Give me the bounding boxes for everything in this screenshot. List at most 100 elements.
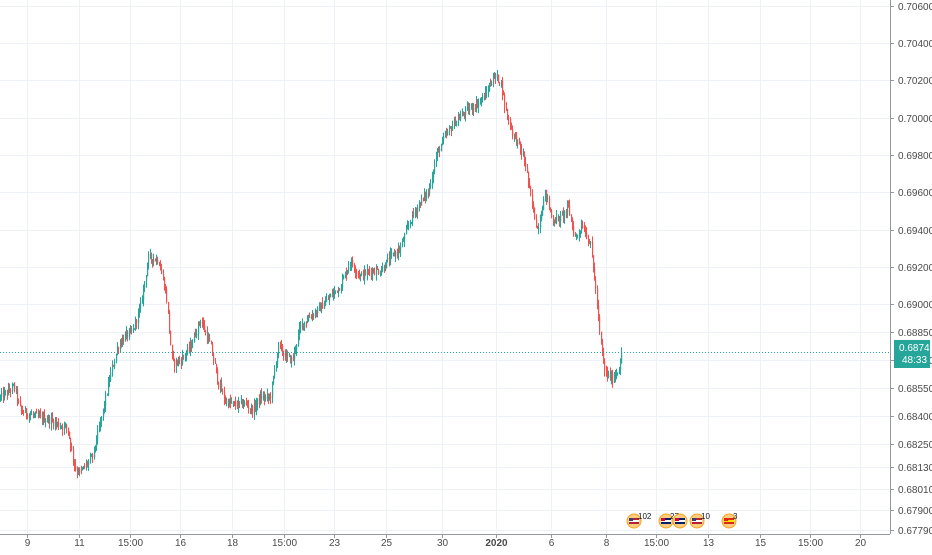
candle-body bbox=[586, 232, 588, 239]
candle-body bbox=[484, 95, 486, 100]
candle-body bbox=[91, 455, 93, 457]
candle-body bbox=[257, 398, 259, 405]
candle-body bbox=[608, 373, 610, 377]
candle-body bbox=[155, 259, 157, 261]
candle-body bbox=[328, 299, 330, 301]
candle-body bbox=[118, 348, 120, 350]
candle-body bbox=[501, 80, 503, 84]
candle-body bbox=[273, 376, 275, 384]
candle-body bbox=[434, 162, 436, 172]
candle-body bbox=[376, 268, 378, 275]
candle-body bbox=[360, 274, 362, 278]
candle-body bbox=[334, 290, 336, 293]
candle-body bbox=[87, 463, 89, 465]
candle-body bbox=[84, 466, 86, 468]
candle-body bbox=[159, 262, 161, 266]
candle-body bbox=[373, 270, 375, 273]
event-flag-icon[interactable]: 10 bbox=[689, 512, 710, 529]
candle-body bbox=[502, 80, 504, 95]
candle-body bbox=[43, 415, 45, 421]
candle-body bbox=[473, 107, 475, 111]
candles[interactable] bbox=[0, 69, 623, 479]
candle-body bbox=[20, 400, 22, 406]
y-tick-label: 0.69400 bbox=[898, 226, 932, 237]
candle-body bbox=[229, 399, 231, 407]
candle-body bbox=[64, 425, 66, 430]
candle-body bbox=[18, 400, 20, 402]
candle-body bbox=[56, 421, 58, 424]
candle-body bbox=[576, 235, 578, 237]
candle-body bbox=[169, 312, 171, 332]
candle-body bbox=[191, 344, 193, 348]
candle-body bbox=[519, 139, 521, 142]
candle-body bbox=[400, 246, 402, 251]
candle-body bbox=[161, 269, 163, 274]
candle-body bbox=[152, 259, 154, 263]
candle-body bbox=[415, 211, 417, 214]
x-tick-label: 20 bbox=[855, 538, 867, 549]
candle-body bbox=[96, 441, 98, 447]
candle-body bbox=[593, 255, 595, 268]
candle-body bbox=[347, 270, 349, 275]
event-flag-icon[interactable] bbox=[672, 513, 688, 529]
event-count: 3 bbox=[733, 512, 738, 521]
candle-body bbox=[241, 399, 243, 403]
candle-body bbox=[429, 186, 431, 194]
candle-body bbox=[597, 288, 599, 306]
candle-body bbox=[594, 267, 596, 281]
candle-body bbox=[256, 404, 258, 409]
candle-body bbox=[458, 118, 460, 122]
candle-body bbox=[387, 257, 389, 260]
candle-body bbox=[616, 373, 618, 377]
event-flag-icon[interactable]: 102 bbox=[626, 512, 652, 529]
event-flag-icon[interactable]: 3 bbox=[721, 512, 738, 529]
candle-body bbox=[269, 396, 271, 398]
candle-body bbox=[493, 78, 495, 84]
price-axis[interactable]: 0.70600 0.70400 0.70200 0.70000 0.69800 0.696… bbox=[890, 2, 932, 537]
candle-body bbox=[530, 186, 532, 196]
candle-body bbox=[178, 359, 180, 364]
candle-body bbox=[309, 317, 311, 319]
candle-body bbox=[595, 280, 597, 289]
candle-body bbox=[598, 305, 600, 317]
candle-body bbox=[468, 107, 470, 112]
candle-body bbox=[160, 265, 162, 270]
candle-body bbox=[100, 420, 102, 428]
candle-body bbox=[607, 371, 609, 377]
candle-body bbox=[579, 233, 581, 236]
candle-body bbox=[358, 272, 360, 274]
candle-body bbox=[134, 328, 136, 330]
candle-body bbox=[581, 226, 583, 232]
candle-body bbox=[494, 74, 496, 79]
candle-body bbox=[403, 240, 405, 242]
candle-body bbox=[437, 150, 439, 158]
candle-body bbox=[512, 129, 514, 136]
candle-body bbox=[186, 352, 188, 356]
candle-body bbox=[166, 289, 168, 302]
economic-events[interactable]: 10227103 bbox=[626, 512, 738, 529]
candle-body bbox=[30, 414, 32, 416]
candle-body bbox=[363, 272, 365, 279]
candle-body bbox=[95, 446, 97, 448]
y-tick-label: 0.70600 bbox=[898, 2, 932, 13]
y-tick-label: 0.69000 bbox=[898, 300, 932, 311]
candle-body bbox=[443, 136, 445, 139]
candle-body bbox=[295, 349, 297, 351]
candle-body bbox=[433, 171, 435, 178]
flag-stripe bbox=[692, 520, 702, 522]
candle-body bbox=[276, 364, 278, 369]
candle-body bbox=[209, 337, 211, 342]
candle-body bbox=[341, 287, 343, 291]
time-axis[interactable]: 9 11 15:00 16 18 15:00 23 25 30 2020 6 8 15:00 13 15 15… bbox=[25, 534, 867, 549]
candle-body bbox=[228, 400, 230, 407]
candle-body bbox=[364, 270, 366, 279]
candle-body bbox=[406, 228, 408, 235]
candle-body bbox=[113, 365, 115, 367]
candle-body bbox=[226, 400, 228, 403]
candle-body bbox=[156, 258, 158, 261]
candle-body bbox=[313, 314, 315, 317]
candle-body bbox=[127, 331, 129, 338]
candle-body bbox=[438, 148, 440, 151]
